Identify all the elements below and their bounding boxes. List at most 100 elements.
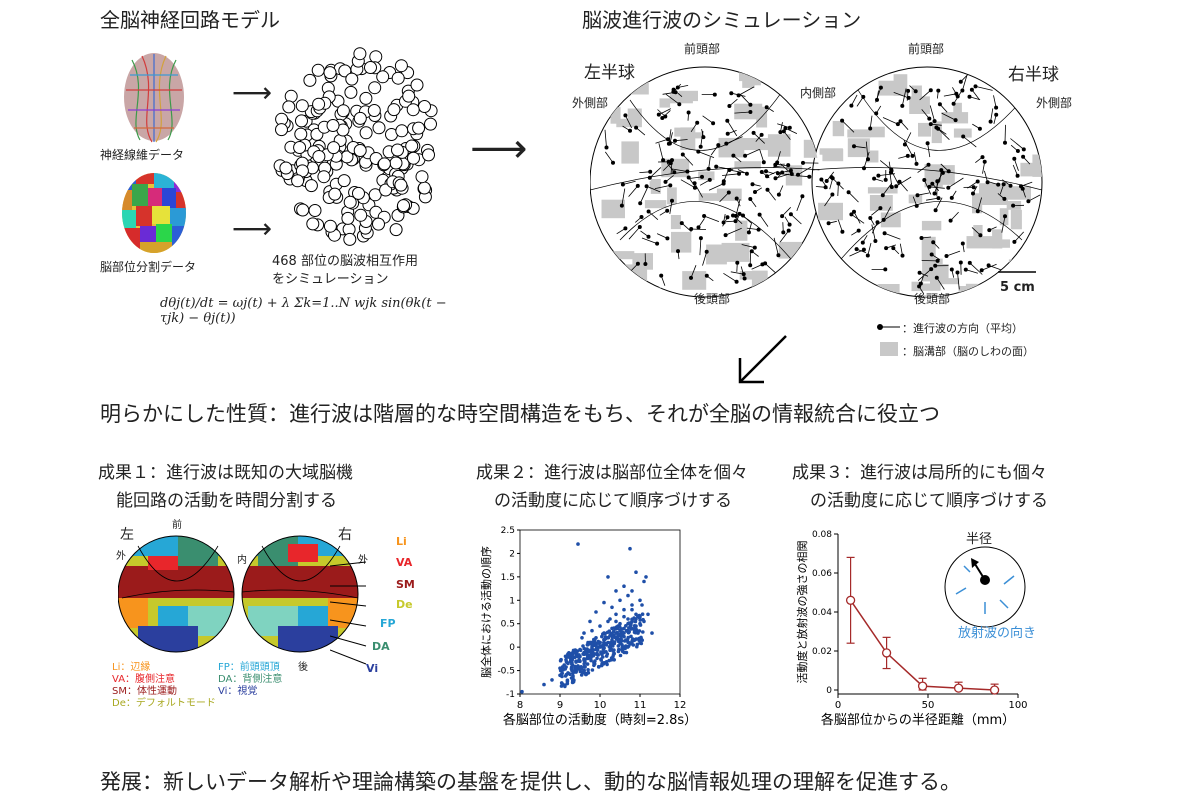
wave-vector-dot bbox=[746, 230, 751, 235]
wave-vector bbox=[654, 185, 671, 189]
wave-vector-dot bbox=[953, 118, 958, 123]
scatter-point bbox=[583, 647, 588, 652]
network-node bbox=[345, 72, 359, 86]
wave-vector-dot bbox=[994, 112, 999, 117]
scatter-point bbox=[637, 638, 641, 643]
sulcus-patch bbox=[847, 129, 871, 138]
wave-vector-dot bbox=[670, 198, 674, 203]
scatter-point bbox=[574, 666, 578, 671]
scatter-point bbox=[624, 624, 628, 628]
scatter-plot-frame bbox=[519, 529, 681, 695]
network-node bbox=[282, 100, 296, 114]
radial-correlation-chart: 0 50 100 0 0.02 0.04 0.06 0.08 各脳部位からの半径距離（mm） 活動… bbox=[795, 530, 1028, 728]
y-tick-label: 0.5 bbox=[501, 620, 515, 630]
wave-vector-dot bbox=[756, 227, 761, 232]
wave-vector-dot bbox=[882, 231, 887, 236]
sulcus-patch bbox=[644, 200, 667, 209]
wave-vector bbox=[648, 211, 659, 221]
scatter-point bbox=[625, 637, 630, 642]
wave-vector-dot bbox=[894, 184, 899, 189]
scatter-point bbox=[578, 666, 583, 671]
wave-vector bbox=[953, 89, 963, 105]
wave-vector bbox=[824, 194, 833, 207]
network-node bbox=[397, 199, 410, 213]
sulcus-patch bbox=[941, 112, 969, 124]
wave-vector-dot bbox=[902, 142, 907, 147]
wave-vector-dot bbox=[988, 119, 993, 124]
wave-vector bbox=[982, 161, 986, 174]
wave-vector-dot bbox=[620, 182, 625, 187]
network-node bbox=[296, 203, 310, 217]
wave-vector-dot bbox=[936, 196, 941, 201]
scatter-point bbox=[624, 644, 628, 648]
result1-title-line1: 成果１：進行波は既知の大域脳機 bbox=[98, 463, 353, 483]
result2-title-line1: 成果２：進行波は脳部位全体を個々 bbox=[476, 463, 748, 483]
x-tick-label: 8 bbox=[517, 700, 523, 711]
wave-vector bbox=[767, 189, 776, 201]
wave-vector-dot bbox=[929, 252, 934, 257]
wave-vector bbox=[1004, 124, 1006, 143]
sulcus-patch bbox=[986, 239, 1010, 248]
network-node bbox=[412, 121, 426, 135]
scatter-point bbox=[627, 626, 631, 630]
wave-vector-dot bbox=[764, 105, 769, 110]
scatter-point bbox=[609, 658, 614, 662]
scatter-point bbox=[574, 670, 578, 674]
scatter-point bbox=[626, 617, 630, 621]
wave-vector bbox=[690, 265, 697, 279]
wave-vector-dot bbox=[676, 249, 680, 254]
wave-vector-dot bbox=[787, 222, 792, 227]
wave-vector-dot bbox=[925, 141, 930, 146]
wave-vector-dot bbox=[975, 209, 980, 214]
wave-vector-dot bbox=[801, 160, 805, 165]
result3-title-line2: の活動度に応じて順序づけする bbox=[810, 491, 1048, 511]
network-node bbox=[312, 150, 326, 163]
wave-vector-dot bbox=[830, 176, 835, 181]
scatter-point bbox=[574, 650, 579, 655]
x-tick-label: 12 bbox=[674, 700, 687, 711]
wave-vector bbox=[926, 197, 939, 201]
wave-vector bbox=[883, 206, 892, 221]
wave-vector-dot bbox=[961, 134, 966, 139]
wave-vector bbox=[671, 168, 688, 172]
property-statement: 明らかにした性質：進行波は階層的な時空間構造をもち、それが全脳の情報統合に役立つ bbox=[100, 402, 940, 426]
wave-vector-dot bbox=[696, 149, 701, 154]
scatter-point bbox=[602, 661, 607, 665]
wave-vector-dot bbox=[883, 177, 888, 182]
scatter-point bbox=[598, 644, 602, 648]
scatter-point bbox=[638, 623, 643, 627]
network-node bbox=[372, 217, 385, 231]
sulcus-patch bbox=[966, 236, 995, 249]
network-node bbox=[417, 181, 431, 195]
scatter-point bbox=[596, 640, 601, 644]
wave-vector-dot bbox=[946, 185, 951, 190]
y-tick-label: 0.08 bbox=[812, 530, 832, 540]
fiber-label: 神経線維データ bbox=[100, 148, 185, 162]
scatter-point bbox=[640, 603, 644, 607]
scatter-point bbox=[642, 579, 646, 584]
scatter-point bbox=[587, 648, 592, 653]
scatter-point bbox=[606, 575, 610, 579]
wave-vector-dot bbox=[1026, 199, 1031, 204]
scatter-point bbox=[586, 668, 590, 672]
wave-vector bbox=[773, 237, 779, 256]
wave-vector bbox=[698, 151, 715, 158]
wave-vector-dot bbox=[711, 121, 716, 126]
network-node bbox=[406, 103, 420, 117]
scatter-point bbox=[622, 650, 626, 655]
sulcus-patch bbox=[649, 181, 660, 190]
wave-vector-dot bbox=[731, 213, 735, 218]
network-node bbox=[353, 47, 367, 61]
scatter-point bbox=[615, 630, 619, 635]
wave-vector bbox=[732, 215, 743, 224]
scatter-point bbox=[586, 656, 590, 661]
wave-vector-dot bbox=[761, 160, 766, 165]
wave-vector-dot bbox=[656, 112, 661, 117]
scatter-point bbox=[611, 652, 616, 657]
left-hemisphere-label: 左半球 bbox=[584, 63, 635, 83]
scatter-point bbox=[624, 628, 629, 633]
wave-vector-dot bbox=[914, 203, 919, 208]
wave-vector-dot bbox=[716, 143, 721, 148]
scatter-point bbox=[599, 657, 603, 661]
sulcus-patch bbox=[908, 194, 923, 204]
